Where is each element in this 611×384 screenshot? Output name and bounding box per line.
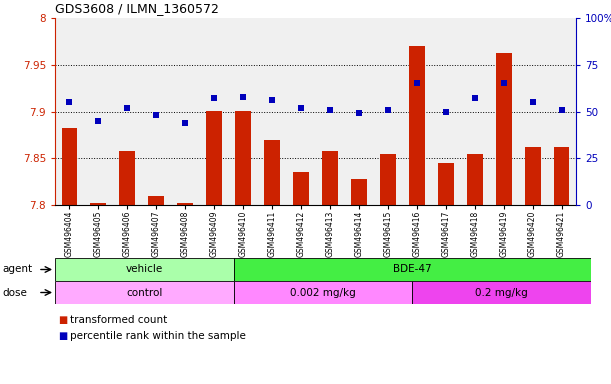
- Point: [412, 80, 422, 86]
- Text: percentile rank within the sample: percentile rank within the sample: [70, 331, 246, 341]
- Point: [383, 106, 393, 113]
- Point: [180, 120, 190, 126]
- Text: transformed count: transformed count: [70, 315, 167, 325]
- Bar: [90, 203, 106, 205]
- Point: [267, 97, 277, 103]
- Bar: [264, 139, 280, 205]
- Text: BDE-47: BDE-47: [393, 265, 431, 275]
- Bar: [496, 53, 511, 205]
- Bar: [412, 281, 591, 304]
- Point: [210, 95, 219, 101]
- Text: agent: agent: [2, 265, 32, 275]
- Point: [528, 99, 538, 105]
- Text: control: control: [126, 288, 163, 298]
- Point: [122, 105, 132, 111]
- Bar: [148, 196, 164, 205]
- Bar: [62, 128, 78, 205]
- Point: [441, 108, 451, 114]
- Bar: [55, 258, 233, 281]
- Bar: [351, 179, 367, 205]
- Point: [152, 112, 161, 118]
- Text: 0.2 mg/kg: 0.2 mg/kg: [475, 288, 528, 298]
- Text: GDS3608 / ILMN_1360572: GDS3608 / ILMN_1360572: [55, 2, 219, 15]
- Text: dose: dose: [2, 288, 27, 298]
- Bar: [322, 151, 338, 205]
- Bar: [293, 172, 309, 205]
- Point: [93, 118, 103, 124]
- Bar: [525, 147, 541, 205]
- Text: ■: ■: [58, 315, 67, 325]
- Point: [325, 106, 335, 113]
- Point: [557, 106, 566, 113]
- Point: [296, 105, 306, 111]
- Bar: [207, 111, 222, 205]
- Bar: [177, 203, 193, 205]
- Bar: [55, 281, 233, 304]
- Point: [354, 110, 364, 116]
- Bar: [233, 258, 591, 281]
- Bar: [119, 151, 135, 205]
- Point: [499, 80, 508, 86]
- Text: 0.002 mg/kg: 0.002 mg/kg: [290, 288, 356, 298]
- Bar: [554, 147, 569, 205]
- Bar: [438, 163, 454, 205]
- Bar: [467, 154, 483, 205]
- Point: [65, 99, 75, 105]
- Point: [470, 95, 480, 101]
- Bar: [409, 46, 425, 205]
- Text: vehicle: vehicle: [126, 265, 163, 275]
- Bar: [380, 154, 396, 205]
- Text: ■: ■: [58, 331, 67, 341]
- Bar: [235, 111, 251, 205]
- Bar: [233, 281, 412, 304]
- Point: [238, 93, 248, 99]
